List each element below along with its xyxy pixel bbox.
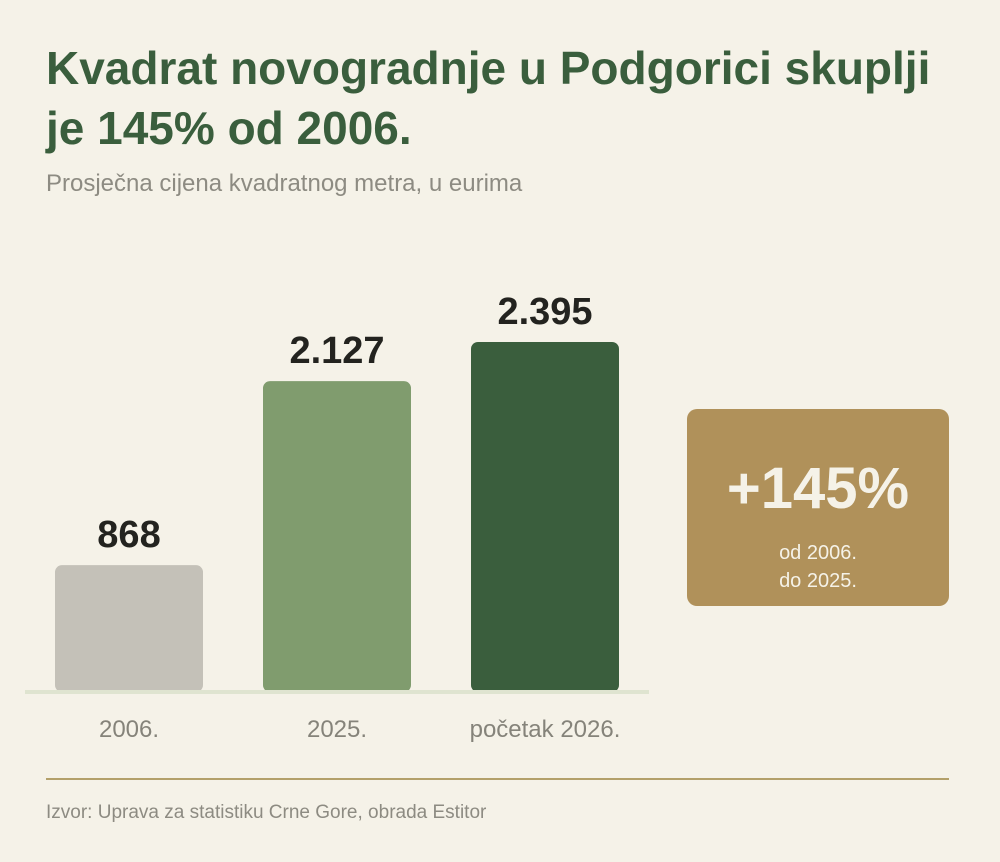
growth-period-start: od 2006. [779,542,857,564]
footer-divider [46,778,949,780]
bar-2 [471,342,619,692]
growth-badge: +145% od 2006. do 2025. [687,409,949,606]
chart-title: Kvadrat novogradnje u Podgorici skuplji … [46,42,931,154]
bar-0 [55,565,203,692]
bar-value-label-1: 2.127 [289,330,384,372]
category-label-1: 2025. [307,716,367,743]
chart-subtitle: Prosječna cijena kvadratnog metra, u eur… [46,170,523,197]
growth-period: od 2006. do 2025. [687,539,949,595]
bar-value-label-2: 2.395 [497,291,592,333]
bar-value-label-0: 868 [97,514,160,556]
bar-1 [263,381,411,692]
growth-period-end: do 2025. [779,570,857,592]
category-label-2: početak 2026. [470,716,621,743]
growth-percentage: +145% [726,456,910,521]
source-note: Izvor: Uprava za statistiku Crne Gore, o… [46,802,487,823]
category-label-0: 2006. [99,716,159,743]
